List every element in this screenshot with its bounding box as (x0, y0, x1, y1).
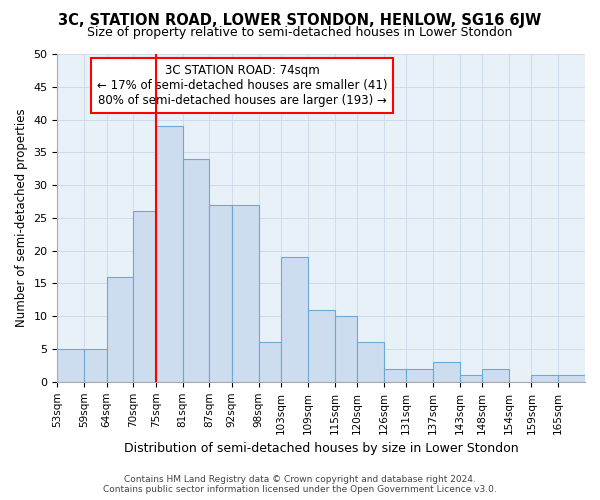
Text: 3C STATION ROAD: 74sqm
← 17% of semi-detached houses are smaller (41)
80% of sem: 3C STATION ROAD: 74sqm ← 17% of semi-det… (97, 64, 388, 107)
Bar (460, 376, 482, 382)
Text: Size of property relative to semi-detached houses in Lower Stondon: Size of property relative to semi-detach… (88, 26, 512, 39)
Bar (532, 376, 558, 382)
Bar (84, 349, 107, 382)
Text: 3C, STATION ROAD, LOWER STONDON, HENLOW, SG16 6JW: 3C, STATION ROAD, LOWER STONDON, HENLOW,… (58, 12, 542, 28)
Bar (433, 362, 460, 382)
Bar (281, 257, 308, 382)
Bar (335, 316, 357, 382)
Bar (156, 126, 182, 382)
X-axis label: Distribution of semi-detached houses by size in Lower Stondon: Distribution of semi-detached houses by … (124, 442, 518, 455)
Bar (308, 310, 335, 382)
Bar (558, 376, 585, 382)
Bar (209, 205, 232, 382)
Bar (182, 159, 209, 382)
Bar (259, 342, 281, 382)
Bar (107, 277, 133, 382)
Bar (133, 212, 156, 382)
Text: Contains HM Land Registry data © Crown copyright and database right 2024.
Contai: Contains HM Land Registry data © Crown c… (103, 474, 497, 494)
Bar (384, 368, 406, 382)
Bar (482, 368, 509, 382)
Bar (58, 349, 84, 382)
Bar (357, 342, 384, 382)
Bar (232, 205, 259, 382)
Bar (406, 368, 433, 382)
Y-axis label: Number of semi-detached properties: Number of semi-detached properties (15, 108, 28, 327)
